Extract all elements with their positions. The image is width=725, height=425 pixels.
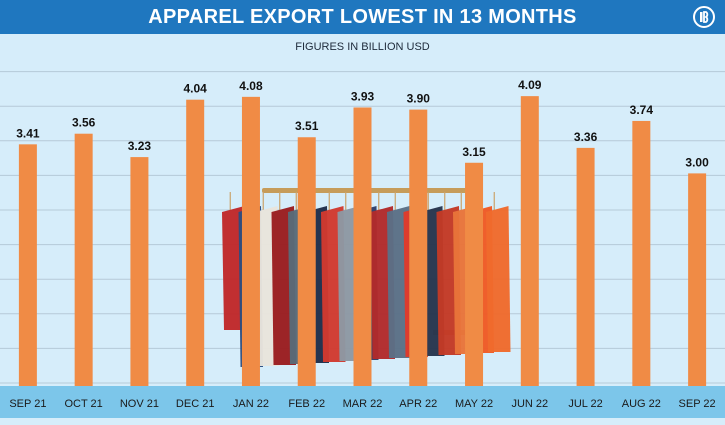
data-label: 3.00 <box>685 155 709 169</box>
x-tick-label: SEP 22 <box>679 398 716 410</box>
data-label: 3.23 <box>128 139 152 153</box>
bar <box>18 144 37 386</box>
garment <box>486 206 511 352</box>
brand-logo-icon <box>693 6 715 28</box>
bar <box>409 109 428 386</box>
data-label: 4.08 <box>239 79 263 93</box>
bar <box>520 96 539 386</box>
bar <box>576 147 595 386</box>
x-tick-label: OCT 21 <box>64 398 102 410</box>
data-labels: 3.41 3.56 3.23 4.04 4.08 3.51 3.93 3.90 3.15 4.09… <box>16 78 709 169</box>
x-tick-label: JUL 22 <box>568 398 602 410</box>
bar <box>130 157 149 386</box>
x-tick-label: JUN 22 <box>511 398 548 410</box>
bar <box>297 137 316 386</box>
x-tick-label: DEC 21 <box>176 398 215 410</box>
x-tick-label: FEB 22 <box>288 398 325 410</box>
chart-title: APPAREL EXPORT LOWEST IN 13 MONTHS <box>148 5 577 28</box>
data-label: 3.51 <box>295 119 319 133</box>
data-label: 3.56 <box>72 116 96 130</box>
data-label: 3.90 <box>407 92 431 106</box>
bar <box>241 96 260 386</box>
x-tick-label: NOV 21 <box>120 398 159 410</box>
bar <box>632 120 651 387</box>
data-label: 3.93 <box>351 89 375 103</box>
chart-subtitle: FIGURES IN BILLION USD <box>295 41 430 53</box>
data-label: 4.04 <box>184 82 208 96</box>
bar <box>186 99 205 387</box>
bars <box>18 96 707 387</box>
x-tick-label: APR 22 <box>399 398 437 410</box>
title-bar: APPAREL EXPORT LOWEST IN 13 MONTHS <box>0 0 725 34</box>
bar <box>688 173 707 386</box>
data-label: 3.15 <box>462 145 486 159</box>
x-tick-label: AUG 22 <box>622 398 661 410</box>
x-tick-label: JAN 22 <box>233 398 269 410</box>
bar <box>353 107 372 386</box>
x-tick-label: MAR 22 <box>343 398 383 410</box>
x-axis-strip <box>0 386 725 418</box>
bar <box>465 162 484 386</box>
data-label: 4.09 <box>518 78 542 92</box>
bar <box>74 133 93 386</box>
x-tick-label: SEP 21 <box>9 398 46 410</box>
x-tick-labels: SEP 21 OCT 21 NOV 21 DEC 21 JAN 22 FEB 22 MAR … <box>9 398 715 410</box>
x-tick-label: MAY 22 <box>455 398 493 410</box>
data-label: 3.36 <box>574 130 598 144</box>
data-label: 3.74 <box>630 103 654 117</box>
data-label: 3.41 <box>16 126 40 140</box>
